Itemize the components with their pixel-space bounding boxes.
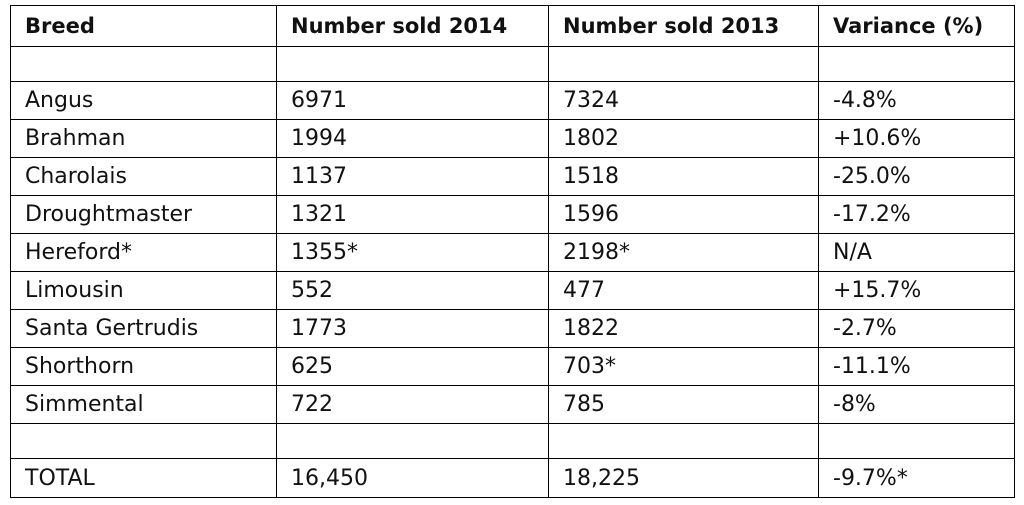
table-row: Brahman 1994 1802 +10.6% [10, 119, 1015, 158]
cell-sold-2013: 703* [548, 347, 819, 386]
header-number-sold-2013: Number sold 2013 [548, 5, 819, 47]
cell-sold-2013: 1518 [548, 157, 819, 196]
cell-variance: -8% [818, 385, 1015, 424]
cell-total-label: TOTAL [10, 458, 277, 498]
cell-breed: Charolais [10, 157, 277, 196]
cell-variance: N/A [818, 233, 1015, 272]
cell-sold-2013 [548, 423, 819, 459]
cell-variance: -17.2% [818, 195, 1015, 234]
table-header-row: Breed Number sold 2014 Number sold 2013 … [10, 5, 1015, 47]
cell-sold-2014 [276, 46, 549, 82]
cell-sold-2014 [276, 423, 549, 459]
cell-sold-2014: 722 [276, 385, 549, 424]
table-row: Shorthorn 625 703* -11.1% [10, 347, 1015, 386]
cell-sold-2013 [548, 46, 819, 82]
cell-breed: Limousin [10, 271, 277, 310]
cell-sold-2013: 1596 [548, 195, 819, 234]
cell-breed: Simmental [10, 385, 277, 424]
cell-sold-2014: 6971 [276, 81, 549, 120]
cell-breed [10, 46, 277, 82]
cell-sold-2014: 1355* [276, 233, 549, 272]
cell-sold-2013: 1802 [548, 119, 819, 158]
cell-breed: Droughtmaster [10, 195, 277, 234]
cell-total-2014: 16,450 [276, 458, 549, 498]
cell-sold-2014: 1137 [276, 157, 549, 196]
cell-variance: -2.7% [818, 309, 1015, 348]
cell-breed: Hereford* [10, 233, 277, 272]
cell-total-variance: -9.7%* [818, 458, 1015, 498]
table-row-blank [10, 423, 1015, 459]
cell-breed: Brahman [10, 119, 277, 158]
header-breed: Breed [10, 5, 277, 47]
cell-sold-2013: 2198* [548, 233, 819, 272]
cell-breed [10, 423, 277, 459]
table-row: Simmental 722 785 -8% [10, 385, 1015, 424]
table-row: Limousin 552 477 +15.7% [10, 271, 1015, 310]
table-row: Angus 6971 7324 -4.8% [10, 81, 1015, 120]
cell-variance: +10.6% [818, 119, 1015, 158]
breed-sales-table: Breed Number sold 2014 Number sold 2013 … [10, 5, 1015, 498]
cell-sold-2014: 552 [276, 271, 549, 310]
cell-sold-2013: 477 [548, 271, 819, 310]
cell-variance: -4.8% [818, 81, 1015, 120]
table-row-blank [10, 46, 1015, 82]
cell-breed: Shorthorn [10, 347, 277, 386]
sales-table-container: Breed Number sold 2014 Number sold 2013 … [10, 5, 1015, 498]
cell-variance: +15.7% [818, 271, 1015, 310]
cell-total-2013: 18,225 [548, 458, 819, 498]
table-row: Droughtmaster 1321 1596 -17.2% [10, 195, 1015, 234]
cell-sold-2014: 1321 [276, 195, 549, 234]
cell-variance [818, 423, 1015, 459]
table-row: Hereford* 1355* 2198* N/A [10, 233, 1015, 272]
header-variance: Variance (%) [818, 5, 1015, 47]
cell-sold-2013: 785 [548, 385, 819, 424]
table-row: Santa Gertrudis 1773 1822 -2.7% [10, 309, 1015, 348]
cell-breed: Angus [10, 81, 277, 120]
table-row: Charolais 1137 1518 -25.0% [10, 157, 1015, 196]
cell-variance [818, 46, 1015, 82]
header-number-sold-2014: Number sold 2014 [276, 5, 549, 47]
cell-sold-2013: 7324 [548, 81, 819, 120]
cell-sold-2014: 1773 [276, 309, 549, 348]
cell-variance: -25.0% [818, 157, 1015, 196]
cell-sold-2014: 625 [276, 347, 549, 386]
cell-variance: -11.1% [818, 347, 1015, 386]
cell-breed: Santa Gertrudis [10, 309, 277, 348]
table-row-total: TOTAL 16,450 18,225 -9.7%* [10, 458, 1015, 498]
cell-sold-2013: 1822 [548, 309, 819, 348]
cell-sold-2014: 1994 [276, 119, 549, 158]
